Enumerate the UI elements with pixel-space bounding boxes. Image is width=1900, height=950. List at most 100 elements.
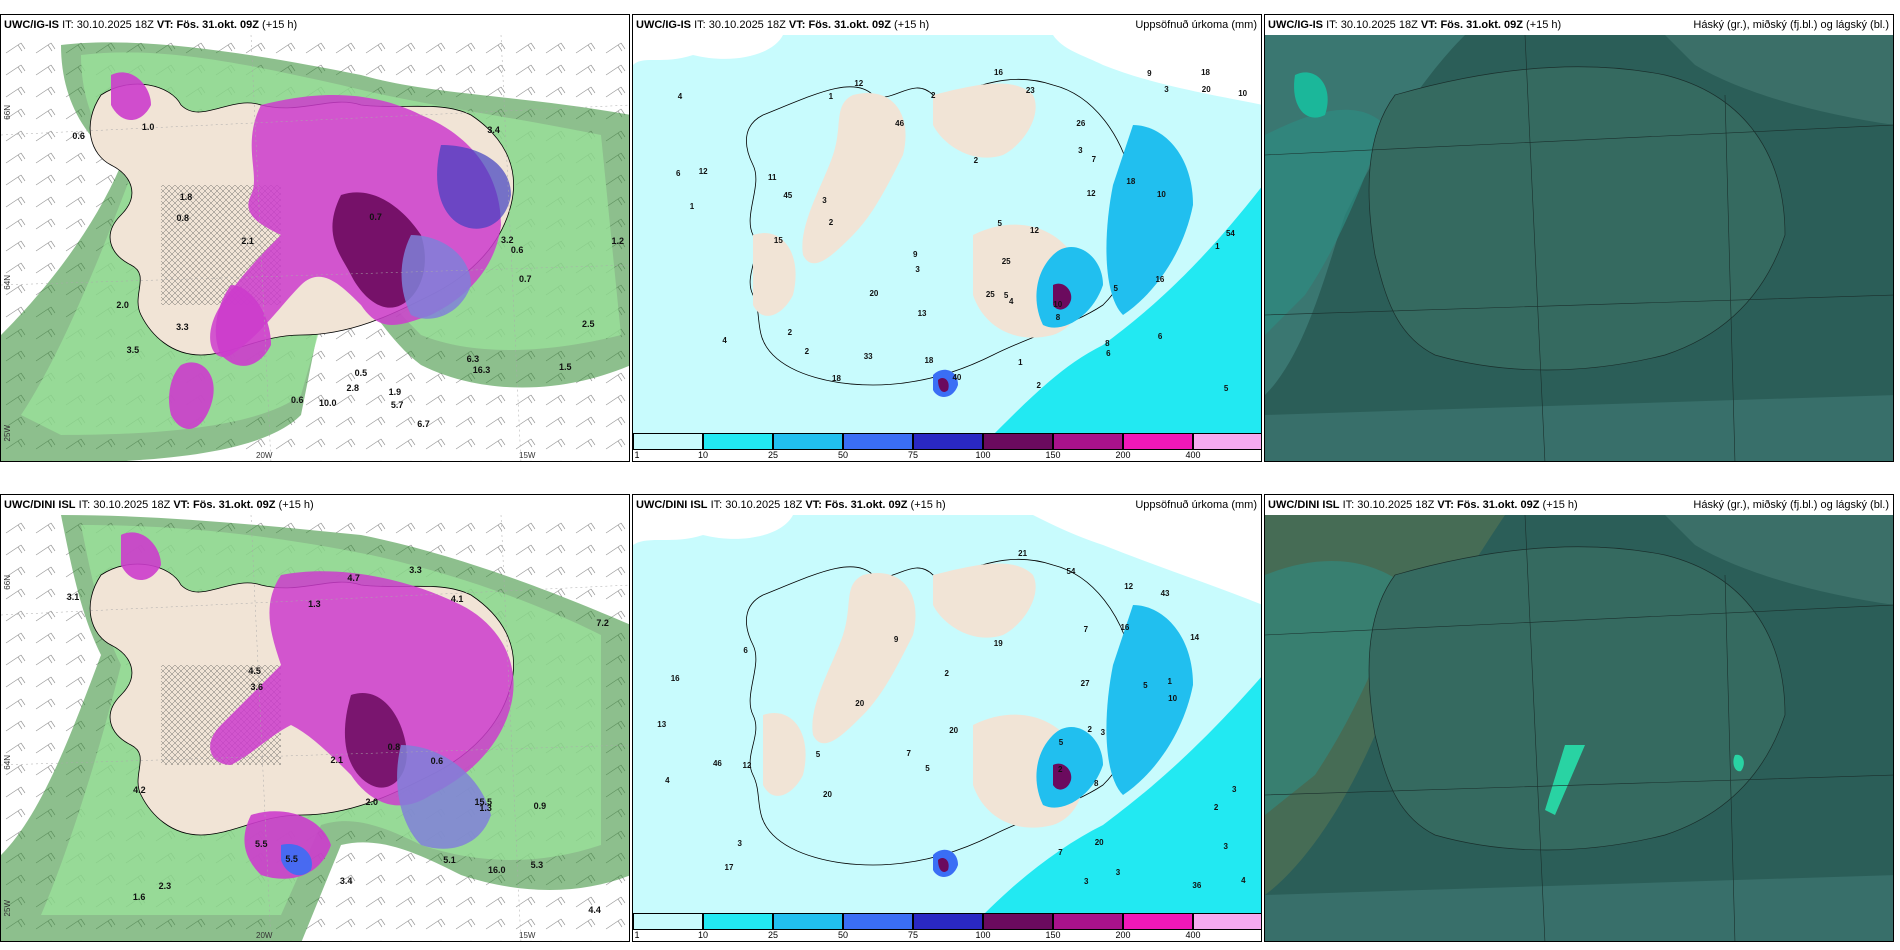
value-label: 4.2 xyxy=(133,785,146,796)
legend-threshold-label: 1 xyxy=(634,450,640,460)
value-label: 4.4 xyxy=(588,904,601,915)
precip-value: 1 xyxy=(1167,677,1172,687)
legend-color-box xyxy=(843,433,913,450)
precip-value: 2 xyxy=(1058,764,1063,774)
value-label: 3.6 xyxy=(250,681,263,692)
precip-value: 1 xyxy=(828,92,834,102)
panel-bottom-wind-precip: UWC/DINI ISL IT: 30.10.2025 18Z VT: Fös.… xyxy=(0,494,630,942)
lat-label-66: 66N xyxy=(3,105,12,120)
value-label: 1.5 xyxy=(558,361,572,372)
precip-value: 7 xyxy=(1058,848,1063,858)
value-label: 4.1 xyxy=(450,593,464,604)
legend-threshold-label: 1 xyxy=(634,930,640,940)
precip-value: 8 xyxy=(1055,313,1061,323)
legend-color-box xyxy=(703,913,773,930)
precip-value: 27 xyxy=(1080,678,1090,688)
legend-color-box xyxy=(773,433,843,450)
legend-color-box xyxy=(843,913,913,930)
legend-color-box xyxy=(913,433,983,450)
precip-value: 18 xyxy=(924,355,934,365)
value-label: 0.6 xyxy=(510,245,524,256)
precip-value: 12 xyxy=(854,78,864,88)
precip-value: 5 xyxy=(1223,383,1229,393)
precip-value: 33 xyxy=(863,352,873,362)
precip-value: 3 xyxy=(1084,876,1089,886)
panel-title: Uppsöfnuð úrkoma (mm) xyxy=(1135,499,1257,511)
precip-value: 3 xyxy=(1164,85,1169,95)
value-label: 1.3 xyxy=(479,803,492,814)
value-label: 3.4 xyxy=(339,876,353,887)
precip-value: 46 xyxy=(895,118,905,128)
legend-threshold-label: 100 xyxy=(975,930,991,940)
value-label: 0.5 xyxy=(354,368,368,378)
value-label: 0.8 xyxy=(176,212,189,223)
legend-color-box xyxy=(1053,913,1123,930)
precip-value: 5 xyxy=(1003,290,1009,300)
value-label: 2.1 xyxy=(330,755,344,766)
legend-threshold-label: 150 xyxy=(1045,450,1061,460)
precip-value: 14 xyxy=(1190,633,1200,643)
legend-color-box xyxy=(773,913,843,930)
panel-header: UWC/DINI ISL IT: 30.10.2025 18Z VT: Fös.… xyxy=(633,495,1261,515)
precip-value: 25 xyxy=(1001,257,1011,267)
panel-header: UWC/IG-IS IT: 30.10.2025 18Z VT: Fös. 31… xyxy=(1265,15,1893,35)
value-label: 2.8 xyxy=(346,382,359,393)
panel-top-wind-precip: UWC/IG-IS IT: 30.10.2025 18Z VT: Fös. 31… xyxy=(0,14,630,462)
precip-value: 3 xyxy=(1078,146,1083,156)
precip-value: 2 xyxy=(973,156,979,166)
precip-value: 12 xyxy=(698,166,708,176)
precip-value: 13 xyxy=(917,309,927,319)
precip-value: 18 xyxy=(832,374,841,384)
panel-header: UWC/IG-IS IT: 30.10.2025 18Z VT: Fös. 31… xyxy=(4,19,298,31)
lat-label-25w: 25W xyxy=(3,425,12,442)
panel-header: UWC/DINI ISL IT: 30.10.2025 18Z VT: Fös.… xyxy=(4,499,314,511)
value-label: 1.8 xyxy=(179,191,193,202)
precip-value: 16 xyxy=(994,68,1003,78)
precip-value: 43 xyxy=(1160,588,1170,598)
precip-value: 4 xyxy=(665,776,670,786)
lon-label-20w: 20W xyxy=(256,451,273,460)
precip-value: 12 xyxy=(1030,225,1039,235)
value-label: 3.3 xyxy=(176,321,189,332)
cloud-map xyxy=(1265,35,1893,461)
legend-threshold-label: 400 xyxy=(1185,450,1201,460)
precip-value: 1 xyxy=(689,201,695,211)
panel-title: Háský (gr.), miðský (fj.bl.) og lágský (… xyxy=(1693,19,1889,31)
lon-label-15w: 15W xyxy=(519,451,536,460)
precip-value: 6 xyxy=(1157,332,1163,342)
value-label: 1.2 xyxy=(611,235,624,246)
legend-color-box xyxy=(633,913,703,930)
value-label: 3.4 xyxy=(487,125,500,136)
precip-value: 3 xyxy=(737,838,742,848)
precip-value: 5 xyxy=(997,219,1002,229)
precip-value: 13 xyxy=(657,719,667,729)
precip-value: 5 xyxy=(1058,737,1064,747)
value-label: 3.1 xyxy=(66,592,80,603)
precip-value: 3 xyxy=(915,265,920,275)
value-label: 2.3 xyxy=(158,881,172,892)
precip-value: 10 xyxy=(1156,189,1166,199)
precipitation-map xyxy=(633,515,1261,915)
precip-legend: 1 10 25 50 75 100 150 200 400 xyxy=(633,433,1261,461)
lat-label-25w: 25W xyxy=(3,900,12,917)
value-label: 2.0 xyxy=(365,797,378,808)
value-label: 0.9 xyxy=(533,801,547,812)
wind-precip-map xyxy=(1,35,629,461)
precip-value: 7 xyxy=(906,749,911,759)
value-label: 2.5 xyxy=(581,318,595,329)
value-label: 3.5 xyxy=(126,345,140,356)
value-label: 10.0 xyxy=(319,397,337,408)
precip-value: 9 xyxy=(893,635,899,645)
precip-value: 5 xyxy=(1113,284,1118,294)
value-label: 0.8 xyxy=(387,741,401,752)
legend-threshold-label: 100 xyxy=(975,450,991,460)
legend-color-box xyxy=(983,913,1053,930)
panel-title: Uppsöfnuð úrkoma (mm) xyxy=(1135,19,1257,31)
value-label: 5.1 xyxy=(443,855,456,866)
precip-value: 1 xyxy=(1215,241,1220,251)
precip-value: 2 xyxy=(828,218,834,228)
precip-value: 20 xyxy=(823,789,832,799)
value-label: 5.3 xyxy=(530,859,544,870)
precip-value: 6 xyxy=(675,168,681,178)
value-label: 4.5 xyxy=(248,666,261,677)
